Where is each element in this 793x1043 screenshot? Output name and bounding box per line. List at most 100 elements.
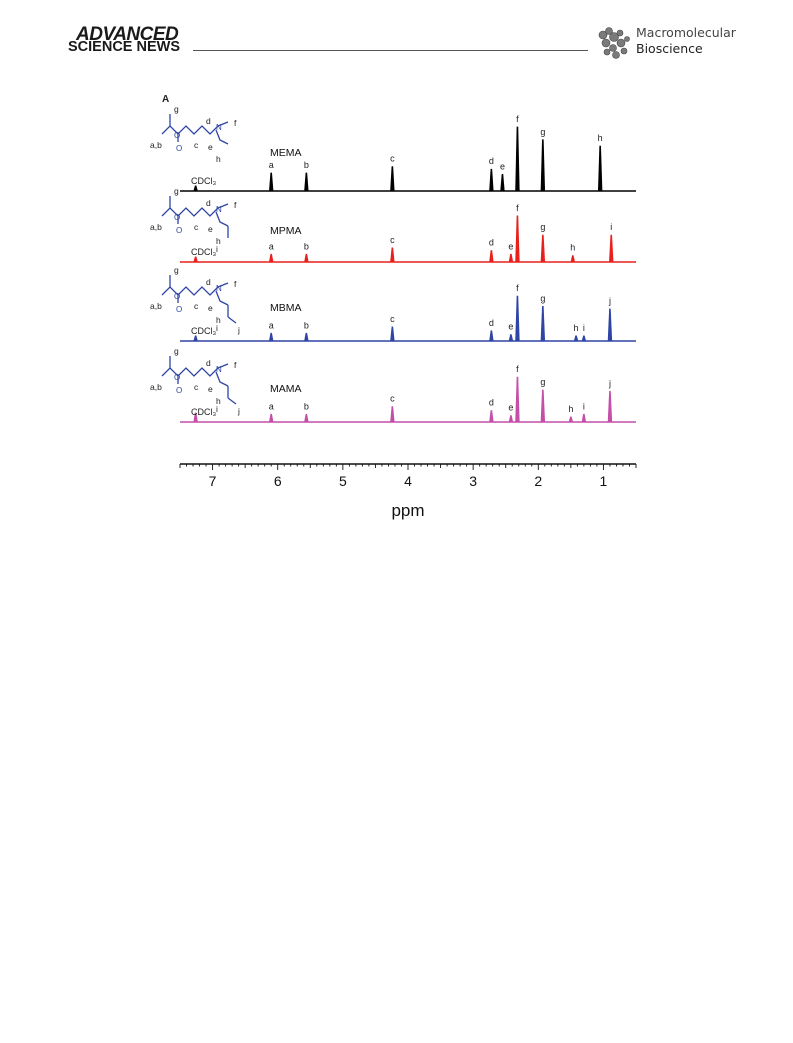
peak-mama-0 bbox=[193, 412, 198, 423]
peak-label: d bbox=[489, 318, 494, 328]
peak-label: c bbox=[390, 154, 395, 164]
structure-label: c bbox=[194, 301, 199, 311]
peak-mema-0 bbox=[193, 185, 198, 192]
peak-mama-4 bbox=[489, 410, 494, 423]
x-tick-label: 7 bbox=[209, 473, 217, 489]
svg-text:O: O bbox=[174, 213, 180, 222]
structure-label: f bbox=[234, 200, 237, 210]
panel-label: A bbox=[162, 94, 169, 105]
series-name: MBMA bbox=[270, 302, 302, 314]
header-rule bbox=[193, 50, 588, 51]
structure-label: d bbox=[206, 198, 211, 208]
x-tick-label: 2 bbox=[534, 473, 542, 489]
peak-mama-9 bbox=[581, 413, 587, 423]
peak-mama-6 bbox=[515, 376, 520, 423]
peak-mema-4 bbox=[489, 168, 494, 192]
peak-label: b bbox=[304, 320, 309, 330]
structure-label: a,b bbox=[150, 382, 162, 392]
peak-label: j bbox=[608, 296, 611, 306]
peak-mbma-5 bbox=[508, 334, 514, 342]
structure-label: d bbox=[206, 358, 211, 368]
solvent-label: CDCl₃ bbox=[191, 407, 216, 417]
peak-mbma-4 bbox=[489, 330, 494, 342]
structure-label: a,b bbox=[150, 140, 162, 150]
peak-label: e bbox=[508, 403, 513, 413]
peak-mbma-8 bbox=[573, 335, 579, 342]
svg-text:N: N bbox=[216, 205, 222, 214]
peak-label: a bbox=[269, 401, 274, 411]
peak-label: j bbox=[608, 378, 611, 388]
peak-mpma-4 bbox=[489, 250, 494, 263]
peak-mbma-2 bbox=[304, 332, 309, 342]
peak-label: i bbox=[583, 401, 585, 411]
structure-mema: OO Ng a,b c d e f h bbox=[150, 104, 237, 164]
peak-label: g bbox=[540, 127, 545, 137]
structure-mpma: OO Ng a,b c d e f hi bbox=[150, 186, 237, 254]
structure-mbma: OO Ng a,b c d e f hi j bbox=[150, 265, 240, 335]
peak-label: f bbox=[516, 364, 519, 374]
structure-label: h bbox=[216, 315, 221, 325]
peak-mbma-1 bbox=[268, 332, 274, 342]
structure-label: j bbox=[237, 325, 240, 335]
peak-mpma-9 bbox=[609, 234, 614, 263]
x-tick-label: 5 bbox=[339, 473, 347, 489]
x-tick-label: 4 bbox=[404, 473, 412, 489]
brand-line-1: ADVANCED bbox=[76, 24, 179, 45]
peak-mama-10 bbox=[607, 390, 613, 423]
structure-label: f bbox=[234, 279, 237, 289]
peak-mama-7 bbox=[540, 389, 546, 423]
peak-mama-3 bbox=[390, 406, 395, 423]
structure-label: h bbox=[216, 236, 221, 246]
structure-label: g bbox=[174, 104, 179, 114]
peak-label: c bbox=[390, 314, 395, 324]
peak-mbma-6 bbox=[515, 295, 520, 342]
structure-label: j bbox=[237, 406, 240, 416]
structure-label: c bbox=[194, 222, 199, 232]
peak-label: c bbox=[390, 394, 395, 404]
peak-mpma-0 bbox=[193, 256, 198, 263]
series-name: MPMA bbox=[270, 225, 302, 237]
peak-label: f bbox=[516, 114, 519, 124]
series-name: MAMA bbox=[270, 383, 302, 395]
svg-text:N: N bbox=[216, 284, 222, 293]
structure-label: d bbox=[206, 277, 211, 287]
svg-text:O: O bbox=[176, 226, 182, 235]
peak-mama-2 bbox=[304, 413, 309, 423]
peak-label: e bbox=[508, 241, 513, 251]
structure-label: h bbox=[216, 154, 221, 164]
svg-text:O: O bbox=[176, 305, 182, 314]
structure-label: d bbox=[206, 116, 211, 126]
peak-label: h bbox=[598, 133, 603, 143]
peak-label: h bbox=[570, 243, 575, 253]
peak-label: c bbox=[390, 235, 395, 245]
structure-label: e bbox=[208, 303, 213, 313]
solvent-label: CDCl₃ bbox=[191, 247, 216, 257]
structure-mama: OO Ng a,b c d e f hi j bbox=[150, 346, 240, 416]
peak-mema-2 bbox=[304, 172, 309, 192]
structure-label: i bbox=[216, 404, 218, 414]
x-axis: 7 6 5 4 3 2 1 bbox=[179, 463, 637, 489]
peak-mbma-9 bbox=[581, 335, 587, 342]
structure-label: a,b bbox=[150, 301, 162, 311]
structure-label: f bbox=[234, 360, 237, 370]
structure-label: g bbox=[174, 265, 179, 275]
structure-label: a,b bbox=[150, 222, 162, 232]
svg-text:O: O bbox=[174, 131, 180, 140]
x-tick-label: 6 bbox=[274, 473, 282, 489]
peak-label: e bbox=[500, 161, 505, 171]
peak-mbma-3 bbox=[390, 326, 395, 342]
solvent-label: CDCl₃ bbox=[191, 176, 216, 186]
peak-label: d bbox=[489, 237, 494, 247]
peak-mbma-0 bbox=[193, 335, 198, 342]
peak-mema-6 bbox=[515, 126, 520, 192]
peak-mpma-3 bbox=[390, 247, 395, 263]
solvent-label: CDCl₃ bbox=[191, 326, 216, 336]
structure-label: i bbox=[216, 323, 218, 333]
structure-label: c bbox=[194, 140, 199, 150]
peak-label: a bbox=[269, 320, 274, 330]
peak-mpma-7 bbox=[540, 234, 546, 263]
peak-mema-8 bbox=[597, 145, 603, 192]
